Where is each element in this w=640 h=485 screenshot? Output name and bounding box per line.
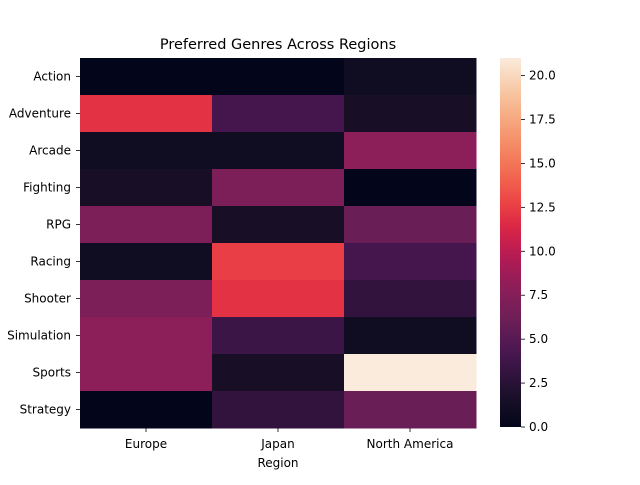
heatmap-cell bbox=[80, 58, 213, 96]
heatmap-cell bbox=[344, 354, 477, 392]
heatmap-cell bbox=[344, 243, 477, 281]
heatmap-cells bbox=[80, 58, 477, 429]
x-axis-tick-labels: Europe Japan North America bbox=[125, 428, 454, 451]
chart-title: Preferred Genres Across Regions bbox=[160, 37, 396, 53]
y-tick-label: Action bbox=[33, 70, 71, 84]
colorbar-tick-label: 15.0 bbox=[529, 156, 556, 170]
heatmap-cell bbox=[344, 391, 477, 429]
x-tick-label: Europe bbox=[125, 437, 167, 451]
colorbar-ticks: 0.0 2.5 5.0 7.5 10.0 12.5 15.0 17.5 20.0 bbox=[521, 69, 556, 434]
heatmap-cell bbox=[212, 206, 345, 244]
y-tick-label: Sports bbox=[33, 366, 71, 380]
x-tick-label: North America bbox=[367, 437, 454, 451]
heatmap-cell bbox=[344, 132, 477, 170]
heatmap-cell bbox=[344, 95, 477, 133]
heatmap-cell bbox=[80, 354, 213, 392]
heatmap-cell bbox=[212, 280, 345, 318]
colorbar-tick-label: 17.5 bbox=[529, 113, 556, 127]
colorbar bbox=[500, 58, 521, 427]
colorbar-tick-label: 7.5 bbox=[529, 288, 548, 302]
heatmap-cell bbox=[212, 169, 345, 207]
y-tick-label: Arcade bbox=[29, 144, 71, 158]
heatmap-cell bbox=[80, 243, 213, 281]
heatmap-cell bbox=[80, 169, 213, 207]
y-tick-label: Strategy bbox=[20, 403, 71, 417]
colorbar-tick-label: 20.0 bbox=[529, 69, 556, 83]
x-tick-label: Japan bbox=[260, 437, 294, 451]
heatmap-cell bbox=[80, 95, 213, 133]
colorbar-tick-label: 12.5 bbox=[529, 200, 556, 214]
heatmap-cell bbox=[212, 95, 345, 133]
y-tick-label: RPG bbox=[46, 218, 71, 232]
y-tick-label: Simulation bbox=[7, 329, 71, 343]
heatmap-cell bbox=[212, 317, 345, 355]
y-tick-label: Racing bbox=[30, 255, 71, 269]
heatmap-cell bbox=[212, 391, 345, 429]
heatmap-cell bbox=[80, 280, 213, 318]
heatmap-cell bbox=[344, 317, 477, 355]
heatmap-cell bbox=[212, 354, 345, 392]
heatmap-cell bbox=[344, 206, 477, 244]
y-tick-label: Shooter bbox=[24, 292, 71, 306]
heatmap-cell bbox=[344, 169, 477, 207]
heatmap-cell bbox=[344, 280, 477, 318]
heatmap-cell bbox=[212, 58, 345, 96]
colorbar-tick-label: 2.5 bbox=[529, 376, 548, 390]
y-tick-label: Adventure bbox=[9, 107, 71, 121]
heatmap-cell bbox=[212, 243, 345, 281]
heatmap-cell bbox=[80, 391, 213, 429]
y-axis-tick-labels: Action Adventure Arcade Fighting RPG Racing Sh… bbox=[7, 70, 80, 417]
colorbar-tick-label: 10.0 bbox=[529, 244, 556, 258]
x-axis-label: Region bbox=[257, 456, 298, 470]
heatmap-cell bbox=[212, 132, 345, 170]
heatmap-cell bbox=[80, 132, 213, 170]
heatmap-cell bbox=[344, 58, 477, 96]
colorbar-tick-label: 5.0 bbox=[529, 332, 548, 346]
y-tick-label: Fighting bbox=[23, 181, 71, 195]
heatmap-cell bbox=[80, 317, 213, 355]
heatmap-cell bbox=[80, 206, 213, 244]
colorbar-tick-label: 0.0 bbox=[529, 420, 548, 434]
